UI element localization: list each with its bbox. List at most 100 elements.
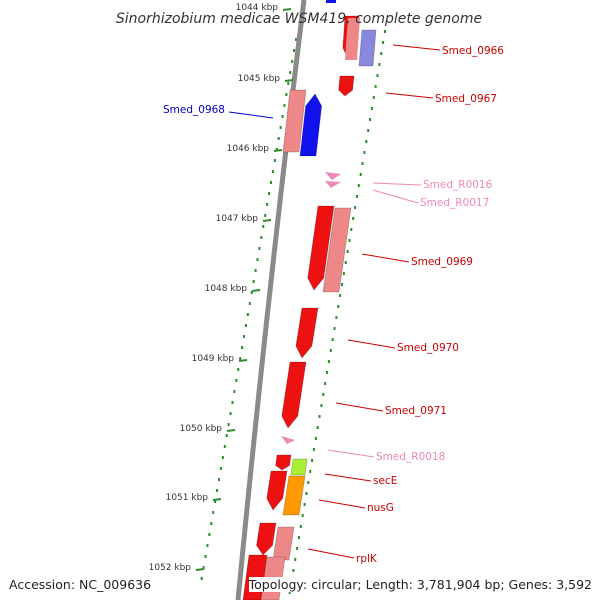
track-dot	[301, 514, 304, 517]
track-dot	[326, 371, 329, 374]
track-dot	[378, 63, 381, 66]
track-dot	[324, 382, 327, 385]
tick-mark	[273, 149, 283, 152]
track-dot	[237, 368, 240, 371]
topology-summary: Topology: circular; Length: 3,781,904 bp…	[248, 577, 592, 592]
gene-labels: Smed_0966 Smed_0967 Smed_0968 Smed_R0016 Sme…	[163, 45, 504, 565]
track-dot	[289, 71, 292, 74]
track-dot	[331, 338, 334, 341]
track-dot	[369, 118, 372, 121]
track-dot	[287, 82, 290, 85]
track-dot	[241, 346, 244, 349]
track-dot	[297, 536, 300, 539]
leader-smed-0971	[335, 402, 384, 412]
track-dot	[342, 272, 345, 275]
tick-label: 1048 kbp	[205, 284, 248, 294]
track-dot	[372, 96, 375, 99]
gene-label-smed-r0018[interactable]: Smed_R0018	[376, 451, 445, 463]
gene-label-nusg[interactable]: nusG	[367, 502, 394, 514]
gene-label-smed-0970[interactable]: Smed_0970	[397, 342, 459, 354]
tick-label: 1051 kbp	[166, 493, 209, 503]
tick-label: 1044 kbp	[236, 3, 279, 13]
track-dot	[262, 225, 265, 228]
gene-label-smed-r0017[interactable]: Smed_R0017	[420, 197, 489, 209]
track-dot	[214, 500, 217, 503]
feature-nusG	[282, 475, 306, 516]
track-dot	[370, 107, 373, 110]
track-dot	[285, 93, 288, 96]
gene-label-sece[interactable]: secE	[373, 475, 397, 487]
track-dot	[268, 192, 271, 195]
track-dot	[348, 239, 351, 242]
track-dot	[295, 38, 297, 41]
track-dot	[333, 327, 336, 330]
track-dot	[335, 316, 338, 319]
track-dot	[384, 30, 386, 33]
tick-label: 1045 kbp	[238, 74, 281, 84]
track-dot	[337, 305, 340, 308]
track-dot	[204, 555, 207, 558]
track-dot	[307, 481, 310, 484]
track-dot	[279, 126, 282, 129]
track-dot	[264, 214, 267, 217]
track-dot	[218, 478, 220, 481]
track-dot	[344, 261, 347, 264]
track-dot	[305, 492, 308, 495]
track-dot	[382, 41, 385, 44]
track-dot	[350, 228, 353, 231]
track-dot	[281, 115, 284, 118]
tick-label: 1050 kbp	[180, 424, 223, 434]
track-dot	[292, 569, 295, 572]
tick-mark	[195, 568, 205, 571]
track-dot	[200, 577, 203, 580]
track-dot	[365, 140, 368, 143]
gene-label-smed-0966[interactable]: Smed_0966	[442, 45, 504, 57]
gene-label-smed-0971[interactable]: Smed_0971	[385, 405, 447, 417]
tick-label: 1047 kbp	[216, 214, 259, 224]
tick-mark	[282, 8, 292, 11]
track-dot	[363, 151, 366, 154]
feature-smed-r0016	[325, 172, 341, 180]
accession-text: Accession: NC_009636	[9, 577, 152, 592]
track-dot	[376, 74, 379, 77]
track-dot	[212, 511, 215, 514]
track-dot	[202, 566, 205, 569]
track-dot	[273, 159, 276, 162]
track-dot	[314, 437, 317, 440]
track-dot	[357, 184, 360, 187]
track-dot	[380, 52, 383, 55]
track-dot	[299, 525, 302, 528]
leader-smed-0966	[392, 44, 441, 51]
feature-nusG-adjacent	[266, 470, 288, 511]
gene-label-rplk[interactable]: rplK	[356, 553, 378, 565]
track-dot	[352, 217, 355, 220]
track-dot	[361, 162, 364, 165]
track-dot	[277, 137, 280, 140]
track-dot	[275, 148, 278, 151]
track-dot	[291, 60, 294, 63]
gene-label-smed-0968[interactable]: Smed_0968	[163, 104, 225, 116]
leader-smed-0969	[361, 253, 410, 263]
track-dot	[246, 313, 249, 316]
feature-smed-0968	[299, 93, 323, 157]
track-dot	[239, 357, 242, 360]
feature-rplK	[256, 522, 277, 556]
track-dot	[309, 470, 312, 473]
tick-label: 1046 kbp	[227, 144, 270, 154]
track-dot	[266, 203, 269, 206]
gene-label-smed-0967[interactable]: Smed_0967	[435, 93, 497, 105]
tick-mark	[251, 289, 261, 292]
track-dot	[208, 533, 211, 536]
gene-label-smed-0969[interactable]: Smed_0969	[411, 256, 473, 268]
track-dot	[221, 456, 224, 459]
gene-label-smed-r0016[interactable]: Smed_R0016	[423, 179, 493, 191]
leader-smed-0970	[347, 339, 396, 349]
leader-smed-r0017	[372, 189, 419, 204]
leader-smed-0967	[385, 92, 434, 99]
track-dot	[248, 302, 251, 305]
feature-smed-r0017	[325, 181, 341, 188]
feature-smed-0967	[338, 75, 355, 97]
feature-smed-0970	[295, 307, 319, 359]
track-dot	[271, 170, 274, 173]
